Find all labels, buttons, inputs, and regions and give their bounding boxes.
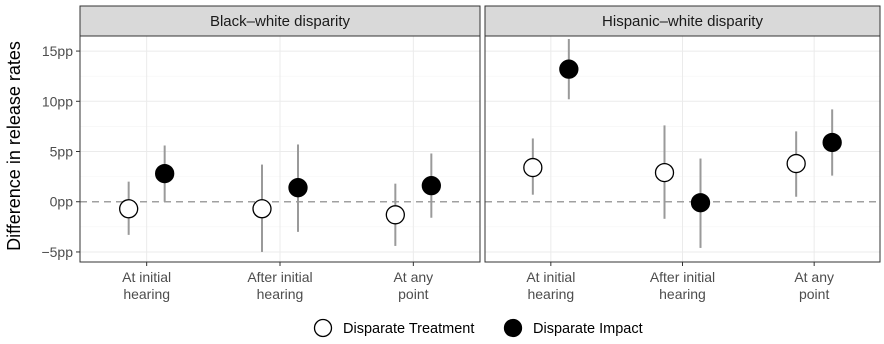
y-tick-label: 10pp (42, 93, 73, 109)
x-tick-label: At initial hearing (526, 269, 575, 302)
data-point (252, 199, 272, 219)
facet-strip (79, 5, 481, 37)
data-point (155, 163, 175, 184)
facet-panel: Black–white disparity −5pp 0pp 5pp 10pp 15pp A… (41, 5, 481, 302)
data-point (822, 132, 842, 153)
legend-label: Disparate Impact (533, 321, 643, 337)
facet-strip (484, 5, 881, 37)
x-tick-label: At initial hearing (122, 269, 171, 302)
legend-label: Disparate Treatment (343, 321, 474, 337)
x-tick-label: At any point (393, 269, 433, 302)
data-point (385, 205, 405, 225)
legend-item: Disparate Treatment (313, 318, 474, 338)
facet-panel: Hispanic–white disparity At initial hearin… (484, 5, 881, 302)
legend-marker (313, 318, 333, 338)
data-point (786, 153, 806, 174)
legend-item: Disparate Impact (503, 318, 643, 338)
y-tick-label: −5pp (41, 244, 73, 260)
facet-title: Hispanic–white disparity (602, 13, 763, 30)
data-point (654, 162, 675, 183)
legend-marker (503, 318, 523, 338)
legend: Disparate Treatment Disparate Impact (313, 318, 643, 338)
y-tick-label: 5pp (50, 144, 74, 160)
y-tick-label: 15pp (42, 43, 73, 59)
data-point (690, 193, 711, 213)
data-point (421, 176, 441, 196)
x-tick-label: After initial hearing (650, 269, 715, 302)
facet-panels: Black–white disparity −5pp 0pp 5pp 10pp 15pp A… (41, 5, 881, 302)
y-axis-title: Difference in release rates (4, 41, 24, 251)
data-point (523, 157, 543, 178)
y-tick-label: 0pp (50, 194, 74, 210)
data-point (119, 199, 139, 219)
facet-title: Black–white disparity (210, 13, 351, 30)
x-tick-label: At any point (794, 269, 834, 302)
x-tick-label: After initial hearing (247, 269, 312, 302)
data-point (559, 59, 579, 79)
data-point (288, 178, 308, 198)
